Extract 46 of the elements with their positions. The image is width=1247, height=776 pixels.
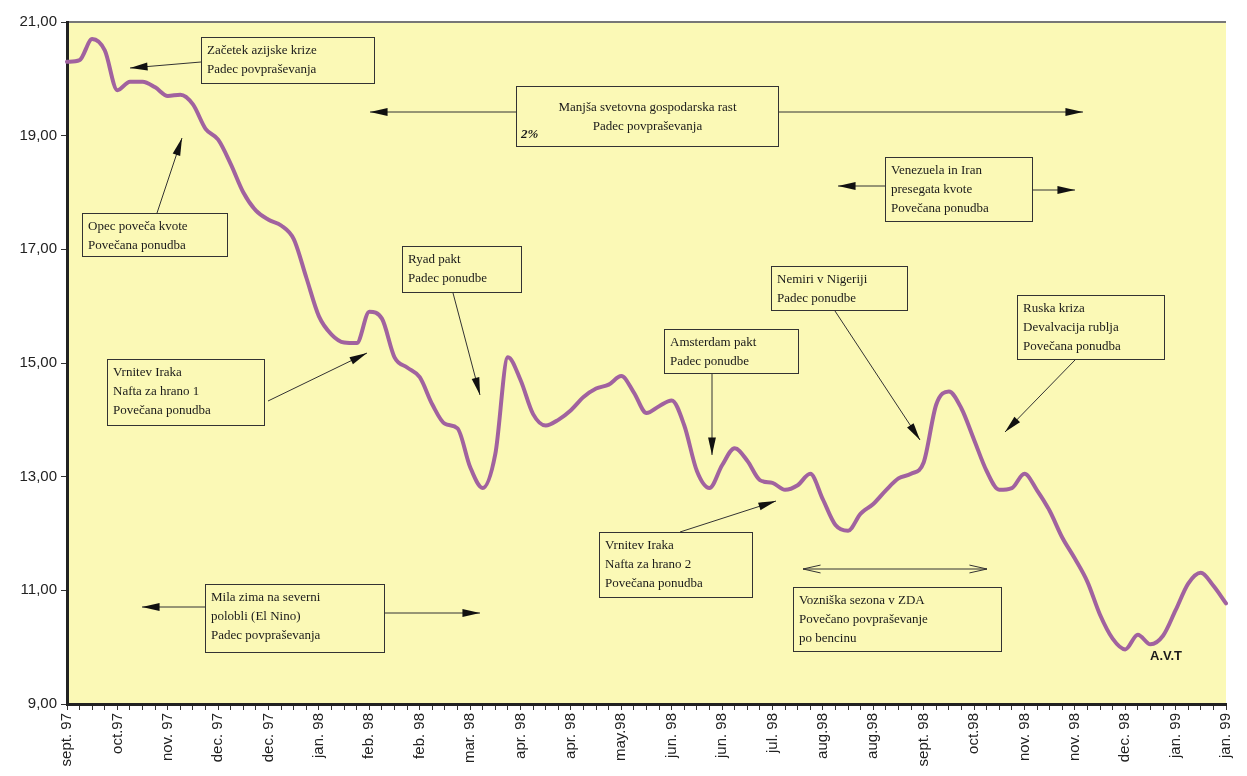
x-tick-label: dec. 97 bbox=[258, 713, 276, 763]
y-tick-label: 15,00 bbox=[19, 353, 57, 371]
x-tick-label: nov. 98 bbox=[1064, 713, 1082, 762]
annotation: Vozniška sezona v ZDA Povečano povpraševanje po bencinu bbox=[793, 587, 1002, 652]
x-tick-label: jun. 98 bbox=[712, 713, 730, 760]
x-tick-label: jan. 99 bbox=[1216, 713, 1234, 760]
line-series bbox=[65, 37, 1228, 652]
x-tick-label: feb. 98 bbox=[409, 713, 427, 759]
x-tick-label: apr. 98 bbox=[510, 713, 528, 759]
x-tick-label: aug.98 bbox=[863, 713, 881, 759]
x-tick-label: sept. 97 bbox=[57, 713, 75, 767]
x-tick-label: jan. 99 bbox=[1165, 713, 1183, 760]
x-tick-label: oct.97 bbox=[107, 713, 125, 754]
x-tick-label: dec. 98 bbox=[1115, 713, 1133, 763]
annotation: Amsterdam pakt Padec ponudbe bbox=[664, 329, 799, 374]
annotation: Opec poveča kvote Povečana ponudba bbox=[82, 213, 228, 257]
y-tick-label: 21,00 bbox=[19, 12, 57, 30]
y-tick-label: 11,00 bbox=[20, 580, 57, 598]
annotation: 2% bbox=[521, 125, 540, 143]
annotation: Ryad pakt Padec ponudbe bbox=[402, 246, 522, 293]
annotation: Ruska kriza Devalvacija rublja Povečana ponudba bbox=[1017, 295, 1165, 360]
x-tick-label: mar. 98 bbox=[460, 713, 478, 764]
x-tick-label: oct.98 bbox=[964, 713, 982, 754]
y-tick-label: 17,00 bbox=[19, 239, 57, 257]
x-tick-label: jan. 98 bbox=[309, 713, 327, 760]
annotation: Mila zima na severni polobli (El Nino) Padec povpraševanja bbox=[205, 584, 385, 653]
annotation: Vrnitev Iraka Nafta za hrano 1 Povečana ponudba bbox=[107, 359, 265, 426]
x-tick-label: jul. 98 bbox=[762, 713, 780, 755]
annotation: Nemiri v Nigeriji Padec ponudbe bbox=[771, 266, 908, 311]
x-tick-label: nov. 98 bbox=[1014, 713, 1032, 762]
annotation: A.V.T bbox=[1150, 647, 1184, 665]
y-tick-label: 9,00 bbox=[27, 694, 57, 712]
x-tick-label: sept. 98 bbox=[913, 713, 931, 767]
x-tick-label: aug.98 bbox=[813, 713, 831, 759]
x-tick-label: nov. 97 bbox=[157, 713, 175, 762]
x-tick-label: apr. 98 bbox=[561, 713, 579, 759]
annotation: Manjša svetovna gospodarska rast Padec povpraševanja bbox=[558, 99, 737, 133]
annotation: Začetek azijske krize Padec povpraševanja bbox=[201, 37, 375, 84]
y-tick-label: 13,00 bbox=[19, 466, 57, 484]
x-tick-label: dec. 97 bbox=[208, 713, 226, 763]
x-tick-label: may.98 bbox=[611, 713, 629, 762]
x-tick-label: feb. 98 bbox=[359, 713, 377, 759]
y-tick-label: 19,00 bbox=[19, 125, 57, 143]
annotation: Vrnitev Iraka Nafta za hrano 2 Povečana ponudba bbox=[599, 532, 753, 598]
annotation: Venezuela in Iran presegata kvote Povečana ponudba bbox=[885, 157, 1033, 222]
x-tick-label: jun. 98 bbox=[661, 713, 679, 760]
